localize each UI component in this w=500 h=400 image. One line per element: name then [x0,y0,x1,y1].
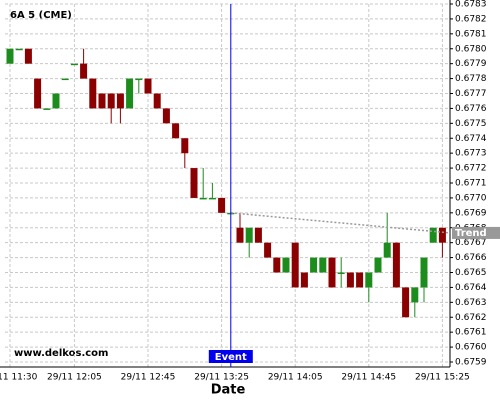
candle-body [383,242,391,258]
y-tick-label: 0.6769 [455,208,487,218]
candle-body [61,78,69,81]
candle-body [107,93,115,109]
y-tick-label: 0.6765 [455,268,487,278]
candle-body [374,257,382,273]
trend-line [230,212,451,234]
y-tick-label: 0.6771 [455,179,487,189]
y-tick-label: 0.6772 [455,164,487,174]
candle-body [80,63,88,79]
y-tick-label: 0.6775 [455,119,487,129]
candle-body [392,242,400,288]
candle-body [116,93,124,109]
x-tick-label: 29/11 12:05 [47,373,102,383]
candle-body [15,48,23,51]
watermark: www.delkos.com [14,348,108,359]
candle-body [135,78,143,81]
y-tick-label: 0.6776 [455,104,487,114]
y-tick-label: 0.6782 [455,14,487,24]
candle-body [319,257,327,273]
candle-body [365,272,373,288]
y-tick-label: 0.6780 [455,44,487,54]
candle-body [43,108,51,110]
candle-body [24,48,32,64]
candle-body [346,272,354,288]
candle-body [264,242,272,258]
candle-body [429,227,437,243]
candle-body [144,78,152,94]
x-axis-label: Date [211,383,246,398]
x-tick-label: 29/11 12:45 [121,373,176,383]
y-tick-label: 0.6763 [455,298,487,308]
candle-body [273,257,281,273]
x-tick-label: 29/11 13:25 [194,373,249,383]
chart-title: 6A 5 (CME) [10,10,72,21]
y-tick-label: 0.6773 [455,149,487,159]
candle-body [89,78,97,109]
y-tick-label: 0.6770 [455,193,487,203]
candle-body [218,197,226,213]
y-tick-label: 0.6760 [455,343,487,353]
candle-body [356,272,364,288]
candle-body [199,197,207,200]
candle-body [34,78,42,109]
candle-body [126,78,134,109]
y-tick-label: 0.6759 [455,358,487,368]
candle-body [190,168,198,198]
candle-body [236,227,244,243]
candle-body [328,257,336,288]
y-tick-label: 0.6761 [455,328,487,338]
y-tick-label: 0.6778 [455,74,487,84]
candle-body [98,93,106,109]
candle-body [420,257,428,288]
candle-body [181,138,189,154]
event-label-box [208,350,253,363]
candle-body [337,272,345,274]
x-tick-label: 29/11 15:25 [415,373,470,383]
y-tick-label: 0.6779 [455,59,487,69]
x-tick-label: 29/11 14:05 [268,373,323,383]
event-label: Event [215,352,247,363]
y-tick-label: 0.6781 [455,29,487,39]
x-tick-label: 29/11 14:45 [341,373,396,383]
candle-body [254,227,262,243]
y-tick-label: 0.6783 [455,0,487,10]
y-tick-label: 0.6774 [455,134,487,144]
candle-body [245,227,253,243]
x-tick-label: 29/11 11:30 [0,373,38,383]
trend-label: Trend [455,228,487,239]
candle-body [282,257,290,273]
y-tick-label: 0.6764 [455,283,487,293]
candle-body [208,197,216,200]
candle-body [162,108,170,124]
candle-body [300,272,308,288]
candle-body [153,93,161,109]
candle-body [411,287,419,303]
y-tick-label: 0.6766 [455,253,487,263]
y-tick-label: 0.6777 [455,89,487,99]
candle-body [70,63,78,66]
y-tick-label: 0.6762 [455,313,487,323]
candle-body [291,242,299,288]
candle-body [172,123,180,139]
candle-body [402,287,410,318]
candle-body [438,227,446,243]
trend-label-box [452,226,500,239]
candle-body [310,257,318,273]
y-tick-label: 0.6767 [455,238,487,248]
candle-body [6,48,14,64]
candle-body [52,93,60,109]
